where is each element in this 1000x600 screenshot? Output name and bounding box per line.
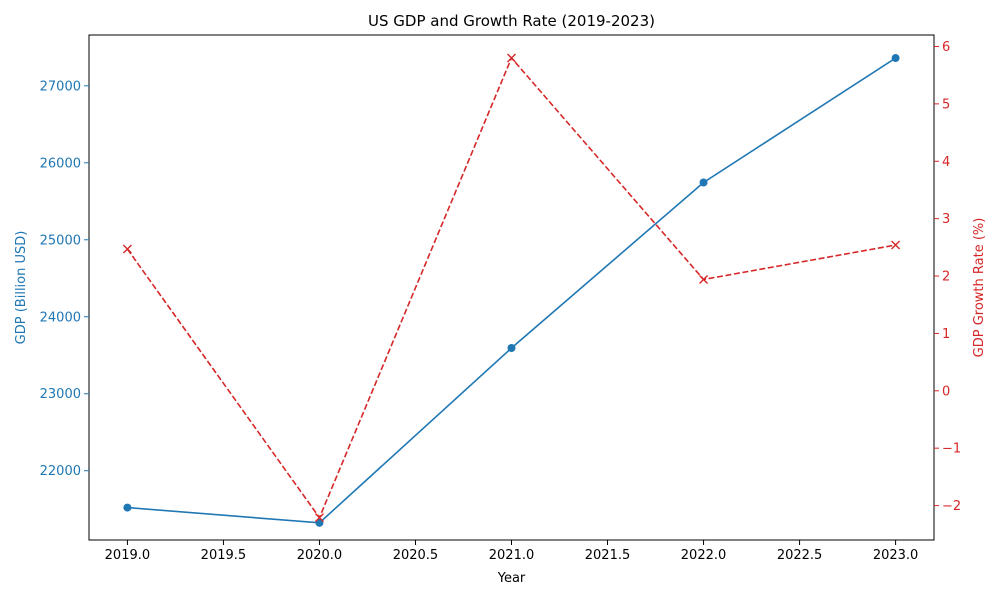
x-axis-title: Year — [497, 571, 526, 586]
y-left-tick-label: 25000 — [40, 233, 81, 248]
x-tick-label: 2020.0 — [297, 548, 343, 563]
series-line-1 — [127, 57, 897, 524]
chart-title: US GDP and Growth Rate (2019-2023) — [368, 12, 655, 30]
plot-border — [88, 34, 935, 541]
x-tick-label: 2019.5 — [201, 548, 247, 563]
y-right-tick-label: −2 — [942, 499, 961, 514]
data-point-1 — [315, 518, 324, 527]
data-point-1 — [891, 54, 900, 63]
data-point-2 — [122, 244, 132, 254]
series-line-2 — [126, 56, 896, 520]
data-point-2 — [314, 513, 324, 523]
y-right-tick-label: 3 — [942, 212, 950, 227]
y-axis-right: −2 −1 0 1 2 3 4 5 6 — [934, 40, 961, 514]
x-tick-label: 2019.0 — [105, 548, 151, 563]
y-right-tick-label: 5 — [942, 97, 950, 112]
y-left-tick-label: 27000 — [40, 79, 81, 94]
x-tick-label: 2020.5 — [393, 548, 439, 563]
x-tick-label: 2022.0 — [681, 548, 727, 563]
x-axis: 2019.0 2019.5 2020.0 2020.5 2021.0 2021.5 2022… — [105, 540, 919, 563]
y-left-tick-label: 22000 — [40, 464, 81, 479]
x-tick-label: 2023.0 — [873, 548, 919, 563]
y-left-tick-label: 26000 — [40, 156, 81, 171]
y-right-tick-label: 4 — [942, 155, 950, 170]
y-left-tick-label: 24000 — [40, 310, 81, 325]
y-right-tick-label: 0 — [942, 384, 950, 399]
y-axis-right-title: GDP Growth Rate (%) — [972, 218, 987, 358]
y-right-tick-label: 1 — [942, 327, 950, 342]
data-point-2 — [699, 274, 709, 284]
y-right-tick-label: −1 — [942, 442, 961, 457]
y-left-tick-label: 23000 — [40, 387, 81, 402]
x-tick-label: 2022.5 — [777, 548, 823, 563]
data-point-2 — [507, 53, 516, 63]
plot-frame — [88, 34, 935, 541]
y-right-tick-label: 2 — [942, 270, 950, 285]
data-point-1 — [123, 503, 132, 512]
data-point-1 — [507, 344, 516, 353]
y-axis-left-title: GDP (Billion USD) — [14, 231, 29, 345]
y-axis-left: 22000 23000 24000 25000 26000 27000 — [40, 79, 89, 479]
x-tick-label: 2021.0 — [489, 548, 535, 563]
data-point-1 — [699, 178, 708, 187]
y-right-tick-label: 6 — [942, 40, 950, 55]
data-point-2 — [891, 240, 901, 250]
x-tick-label: 2021.5 — [585, 548, 631, 563]
series-layer — [122, 53, 901, 527]
